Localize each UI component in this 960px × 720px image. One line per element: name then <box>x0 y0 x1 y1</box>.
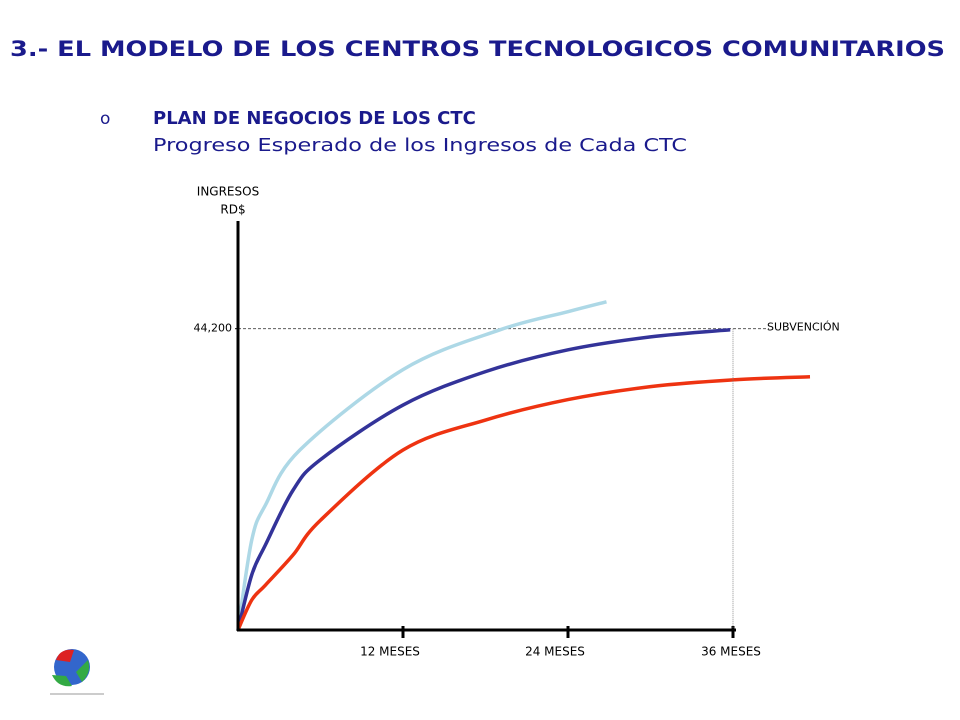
x-tick-label: 24 MESES <box>525 645 585 659</box>
slide-title: 3.- EL MODELO DE LOS CENTROS TECNOLOGICO… <box>10 37 945 61</box>
subtitle-2: Progreso Esperado de los Ingresos de Cad… <box>153 135 687 156</box>
curve <box>236 327 731 631</box>
x-tick-label: 12 MESES <box>360 645 420 659</box>
y-axis-label: INGRESOS <box>197 185 259 199</box>
subtitle: PLAN DE NEGOCIOS DE LOS CTC <box>153 108 476 129</box>
y-tick-label: 44,200 <box>194 322 233 335</box>
logo-part <box>76 660 90 682</box>
curve <box>236 300 607 631</box>
curve <box>236 375 811 631</box>
bullet: o <box>100 109 110 129</box>
y-axis-label: RD$ <box>220 203 245 217</box>
x-tick-label: 36 MESES <box>701 645 761 659</box>
reference-label: SUBVENCIÓN <box>767 321 840 334</box>
logo <box>50 649 104 695</box>
logo-part <box>52 675 72 687</box>
logo-part <box>56 649 74 662</box>
